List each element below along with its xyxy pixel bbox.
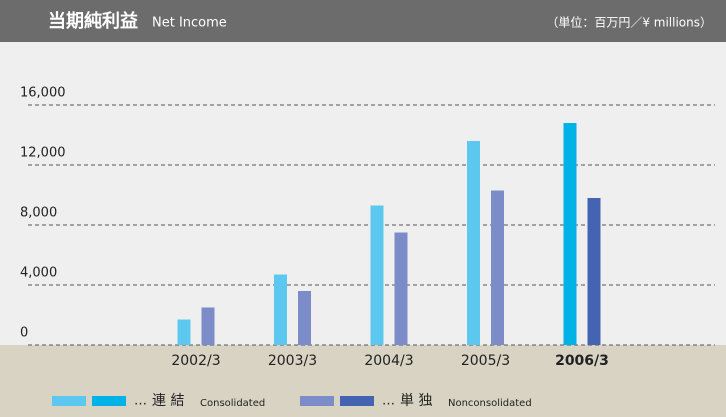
x-tick-label: 2005/3 [461,353,510,369]
legend-label-en: Nonconsolidated [448,398,532,409]
legend-separator: … [382,394,395,409]
bar [394,232,408,345]
y-tick-label: 12,000 [20,146,66,161]
legend-swatch [300,396,334,406]
legend-swatch [340,396,374,406]
legend-swatch [92,396,126,406]
unit-label: （単位：百万円／¥ millions） [546,15,712,30]
plot-background [0,42,726,345]
chart-subtitle: Net Income [152,16,227,31]
bar [491,190,504,345]
x-tick-label: 2006/3 [555,353,609,369]
bar [201,307,215,345]
legend-swatch [52,396,86,406]
bar [298,291,311,345]
x-tick-label: 2004/3 [364,353,413,369]
bar [274,274,287,345]
legend-separator: … [134,394,147,409]
legend-label-en: Consolidated [200,398,265,409]
bar [177,319,191,345]
bar [563,123,577,345]
chart-title: 当期純利益 [48,10,138,32]
y-tick-label: 16,000 [20,86,66,101]
header-bar [0,0,726,42]
bar [587,198,601,345]
bar [370,205,384,345]
x-tick-label: 2003/3 [268,353,317,369]
bar [467,141,480,345]
y-tick-label: 0 [20,326,28,341]
axis-band [0,345,726,417]
y-tick-label: 8,000 [20,206,57,221]
y-tick-label: 4,000 [20,266,57,281]
legend-label: 単 独 [400,393,432,409]
legend-label: 連 結 [152,393,184,409]
x-tick-label: 2002/3 [171,353,220,369]
